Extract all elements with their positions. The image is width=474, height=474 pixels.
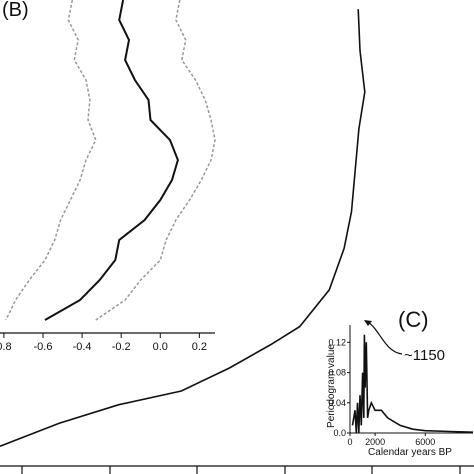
y-axis-label: Periodogram value <box>326 344 337 428</box>
annotation-arrow <box>367 321 403 355</box>
x-axis-label: Calendar years BP <box>368 447 452 458</box>
mean-line <box>44 0 179 321</box>
data-line <box>0 9 366 447</box>
y-tick-label: 0.12 <box>328 337 346 347</box>
x-tick-label: 0.2 <box>192 341 207 353</box>
x-tick-label: 0.0 <box>153 341 168 353</box>
x-tick-label: -0.6 <box>34 341 53 353</box>
x-tick-label: 0 <box>347 437 352 447</box>
y-tick-label: 0.04 <box>328 398 346 408</box>
panel-label: (B) <box>2 0 29 21</box>
annotation: ~1150 <box>404 347 445 364</box>
bound-line <box>95 0 216 321</box>
bottom-axis-ticks <box>21 466 461 474</box>
x-tick-label: 2000 <box>365 437 385 447</box>
data-line <box>351 334 474 434</box>
x-tick-label: -0.2 <box>112 341 131 353</box>
y-tick-label: 0.0 <box>333 428 346 438</box>
bound-line <box>5 0 97 321</box>
panel-label: (C) <box>398 307 429 332</box>
x-tick-label: 0.8 <box>0 341 12 353</box>
y-tick-label: 0.08 <box>328 368 346 378</box>
arrow-head <box>364 320 372 326</box>
x-tick-label: 6000 <box>415 437 435 447</box>
x-tick-label: -0.4 <box>73 341 92 353</box>
